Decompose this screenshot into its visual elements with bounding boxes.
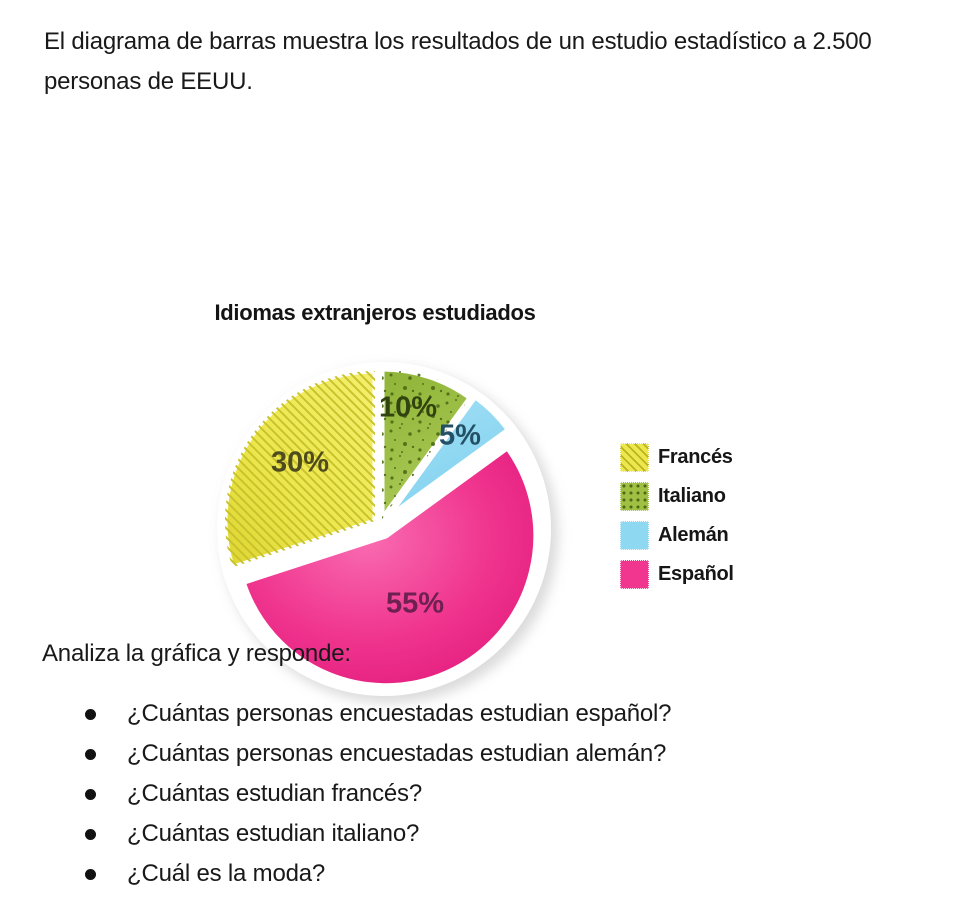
bullet-icon (85, 828, 96, 840)
slice-label-aleman: 5% (439, 420, 481, 452)
intro-line-1: El diagrama de barras muestra los result… (44, 28, 872, 55)
legend-swatch-aleman (620, 521, 649, 550)
pie-slice-espanol (240, 445, 539, 689)
pie-slice-frances (222, 368, 378, 570)
pie-slice-italiano (379, 366, 473, 522)
pie-slice-aleman (384, 394, 511, 521)
intro-paragraph: El diagrama de barras muestra los result… (44, 22, 960, 106)
legend-swatch-italiano (620, 482, 649, 511)
question-text: ¿Cuál es la moda? (127, 860, 326, 887)
bullet-icon (85, 868, 96, 880)
question-item: ¿Cuántas personas encuestadas estudian a… (0, 734, 960, 774)
question-text: ¿Cuántas estudian francés? (127, 780, 422, 807)
chart-title: Idiomas extranjeros estudiados (214, 300, 536, 325)
questions-list: ¿Cuántas personas encuestadas estudian e… (0, 694, 960, 894)
bullet-icon (85, 748, 96, 760)
legend-item-espanol: Español (620, 560, 734, 589)
question-item: ¿Cuántas estudian francés? (0, 774, 960, 814)
legend-label-frances: Francés (658, 446, 733, 468)
legend-item-aleman: Alemán (620, 521, 734, 550)
intro-line-2: personas de EEUU. (44, 68, 253, 95)
legend-label-italiano: Italiano (658, 485, 726, 507)
legend-label-aleman: Alemán (658, 524, 729, 546)
analysis-heading: Analiza la gráfica y responde: (42, 640, 351, 667)
legend-swatch-frances (620, 443, 649, 472)
question-text: ¿Cuántas personas encuestadas estudian a… (127, 740, 667, 767)
bullet-icon (85, 788, 96, 800)
pie-chart-svg: 30% 10% 5% 55% (217, 362, 558, 703)
chart-legend: Francés Italiano Alemán Español (620, 443, 734, 599)
question-item: ¿Cuántas estudian italiano? (0, 814, 960, 854)
legend-item-italiano: Italiano (620, 482, 734, 511)
bullet-icon (85, 708, 96, 720)
question-text: ¿Cuántas personas encuestadas estudian e… (127, 700, 672, 727)
pie-chart: 30% 10% 5% 55% (190, 320, 590, 720)
question-text: ¿Cuántas estudian italiano? (127, 820, 420, 847)
slice-label-espanol: 55% (386, 588, 444, 620)
chart-region: Idiomas extranjeros estudiados (0, 140, 960, 703)
legend-item-frances: Francés (620, 443, 734, 472)
question-item: ¿Cuál es la moda? (0, 854, 960, 894)
question-item: ¿Cuántas personas encuestadas estudian e… (0, 694, 960, 734)
legend-swatch-espanol (620, 560, 649, 589)
legend-label-espanol: Español (658, 563, 734, 585)
slice-label-frances: 30% (271, 447, 329, 479)
slice-label-italiano: 10% (379, 392, 437, 424)
